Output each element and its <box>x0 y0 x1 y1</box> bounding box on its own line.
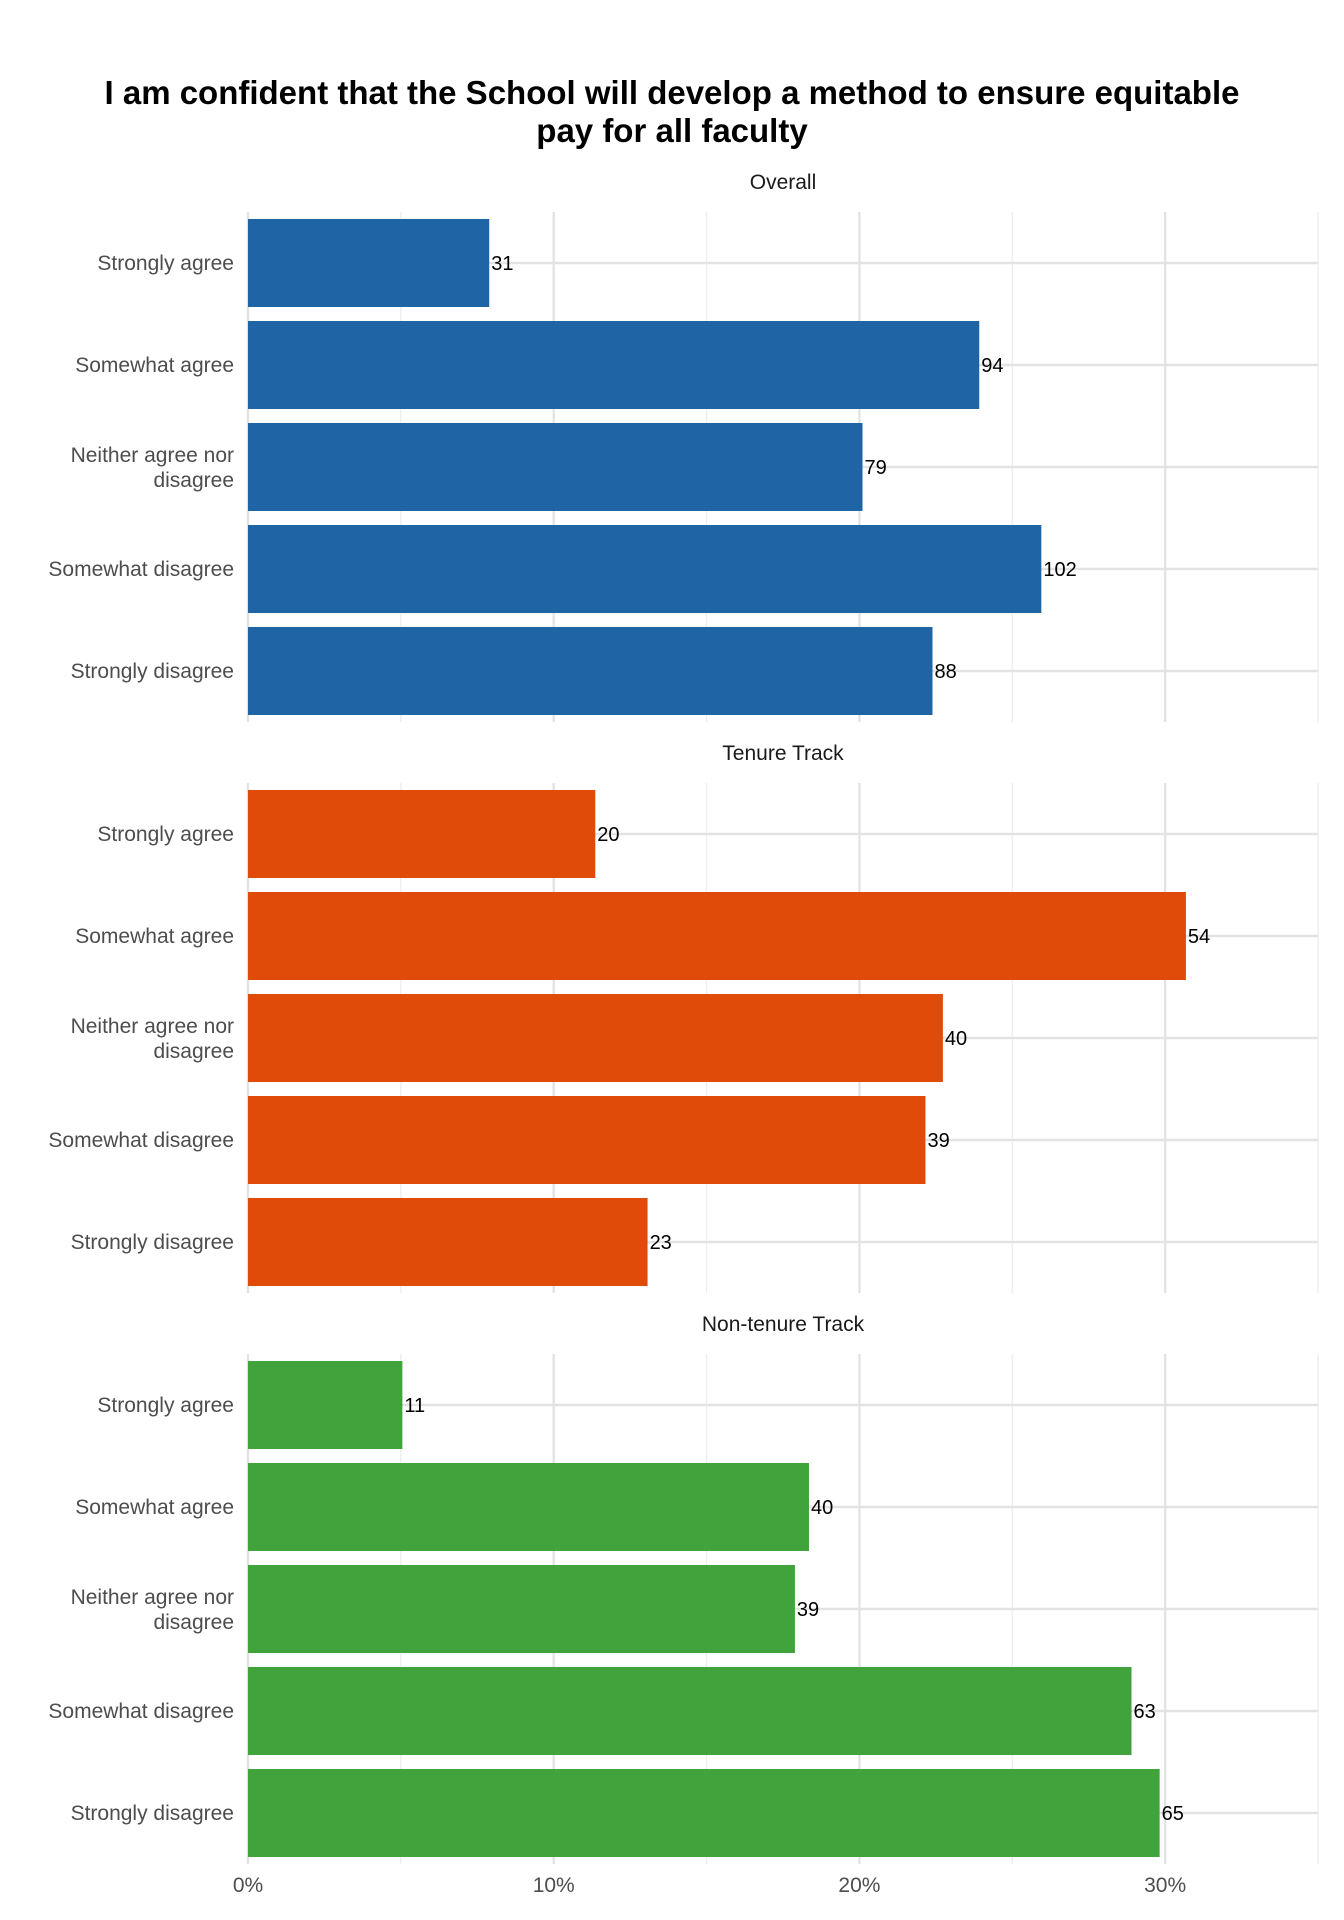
data-label: 102 <box>1043 559 1076 581</box>
bar <box>248 525 1042 613</box>
x-axis: 0% 10% 20% 30% <box>233 1874 1186 1897</box>
category-label-line: disagree <box>153 469 234 492</box>
category-label: Somewhat disagree <box>48 1129 234 1152</box>
x-tick-label: 0% <box>233 1874 263 1897</box>
category-label: Strongly disagree <box>71 1802 234 1825</box>
bar <box>248 1769 1160 1857</box>
data-label: 54 <box>1188 926 1210 948</box>
bar <box>248 994 943 1082</box>
x-tick-label: 30% <box>1144 1874 1186 1897</box>
category-label: Strongly agree <box>97 252 234 275</box>
category-label-line: disagree <box>153 1611 234 1634</box>
category-label: Neither agree nor disagree <box>71 1586 234 1634</box>
facet-panel: Tenure Track Strongly agree 20 Somewhat agr… <box>48 742 1319 1293</box>
chart-title-line: I am confident that the School will deve… <box>105 74 1240 111</box>
chart-title-line: pay for all faculty <box>536 112 808 149</box>
facet-strip-label: Overall <box>750 171 817 194</box>
bar <box>248 1096 926 1184</box>
bar <box>248 892 1186 980</box>
facet-panels: Overall Strongly agree 31 Somewhat agree 94 N… <box>48 171 1319 1864</box>
data-label: 31 <box>491 253 513 275</box>
category-label: Neither agree nor disagree <box>71 1015 234 1063</box>
category-label-line: Neither agree nor <box>71 1015 234 1038</box>
data-label: 39 <box>797 1599 819 1621</box>
data-label: 40 <box>811 1497 833 1519</box>
category-label: Strongly agree <box>97 823 234 846</box>
category-label: Strongly disagree <box>71 1231 234 1254</box>
bar <box>248 423 863 511</box>
category-label: Strongly disagree <box>71 660 234 683</box>
data-label: 79 <box>864 457 886 479</box>
data-label: 65 <box>1162 1803 1184 1825</box>
facet-panel: Non-tenure Track Strongly agree 11 Somewhat… <box>48 1313 1319 1864</box>
category-label: Somewhat disagree <box>48 1700 234 1723</box>
data-label: 94 <box>981 355 1003 377</box>
bar <box>248 790 596 878</box>
data-label: 40 <box>945 1028 967 1050</box>
data-label: 23 <box>650 1232 672 1254</box>
category-label: Neither agree nor disagree <box>71 444 234 492</box>
category-label-line: disagree <box>153 1040 234 1063</box>
x-tick-label: 20% <box>838 1874 880 1897</box>
bar <box>248 1198 648 1286</box>
category-label-line: Neither agree nor <box>71 444 234 467</box>
data-label: 39 <box>927 1130 949 1152</box>
category-label: Strongly agree <box>97 1394 234 1417</box>
x-tick-label: 10% <box>533 1874 575 1897</box>
bar <box>248 321 980 409</box>
category-label: Somewhat agree <box>75 1496 234 1519</box>
data-label: 20 <box>597 824 619 846</box>
category-label: Somewhat disagree <box>48 558 234 581</box>
category-label-line: Neither agree nor <box>71 1586 234 1609</box>
bar <box>248 1361 403 1449</box>
data-label: 63 <box>1134 1701 1156 1723</box>
facet-strip-label: Non-tenure Track <box>702 1313 865 1336</box>
bar <box>248 1565 795 1653</box>
data-label: 88 <box>934 661 956 683</box>
category-label: Somewhat agree <box>75 354 234 377</box>
bar <box>248 219 490 307</box>
data-label: 11 <box>404 1395 425 1417</box>
facet-panel: Overall Strongly agree 31 Somewhat agree 94 N… <box>48 171 1319 722</box>
bar <box>248 1667 1132 1755</box>
chart-title: I am confident that the School will deve… <box>105 74 1240 149</box>
bar <box>248 627 933 715</box>
facet-strip-label: Tenure Track <box>722 742 844 765</box>
category-label: Somewhat agree <box>75 925 234 948</box>
bar <box>248 1463 809 1551</box>
